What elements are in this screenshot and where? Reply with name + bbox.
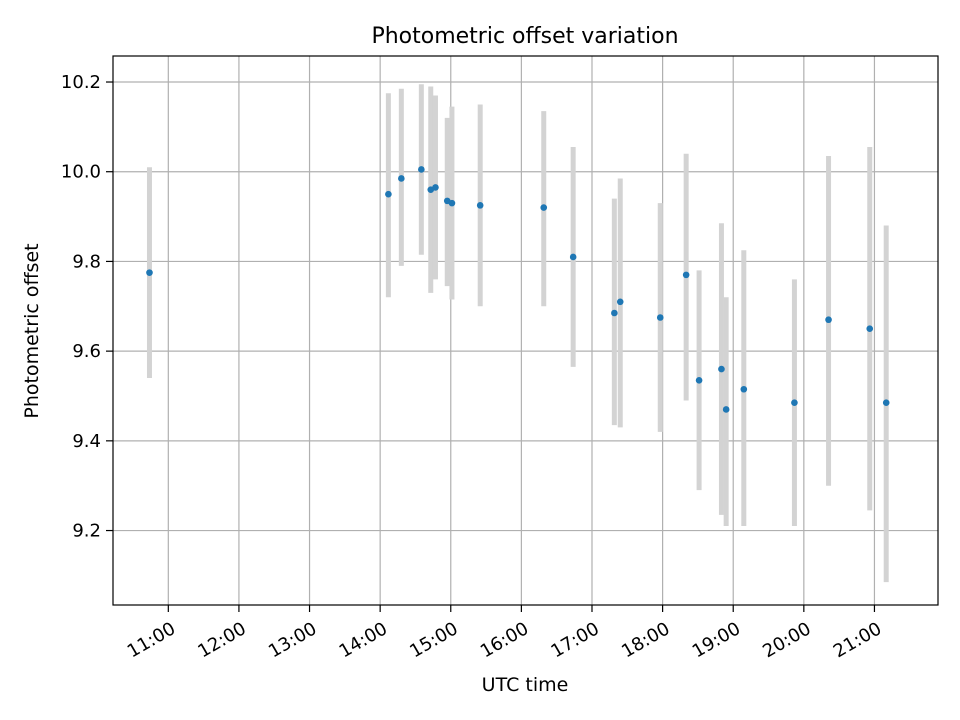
y-axis-label: Photometric offset [21,243,43,418]
data-point [866,325,874,333]
data-point [656,314,664,321]
y-tick-label: 10.0 [61,162,101,183]
data-point [385,190,392,198]
data-point [432,184,439,191]
data-point [398,175,405,182]
y-tick-label: 9.6 [72,341,101,362]
y-tick-label: 9.8 [72,251,101,272]
y-tick-label: 9.2 [72,521,101,542]
y-axis: 9.2 9.4 9.6 9.8 10.0 10.2 [61,72,113,542]
data-point [448,199,456,207]
data-point [791,399,798,407]
data-point [825,316,832,324]
data-point [718,365,725,373]
data-point [418,166,425,173]
data-point [616,298,624,306]
data-point [722,406,730,413]
plot-frame [112,55,939,606]
data-points [146,166,890,413]
grid [113,56,938,605]
y-tick-label: 9.4 [72,431,101,452]
data-point [569,253,577,261]
x-axis-label: UTC time [482,674,569,696]
data-point [682,271,690,279]
y-tick-label: 10.2 [61,72,101,93]
data-point [611,309,618,317]
chart-title: Photometric offset variation [371,24,678,49]
data-point [476,202,484,209]
data-point [146,269,153,276]
data-point [695,376,703,384]
data-point [540,204,548,211]
data-point [740,385,748,393]
data-point [882,399,890,407]
